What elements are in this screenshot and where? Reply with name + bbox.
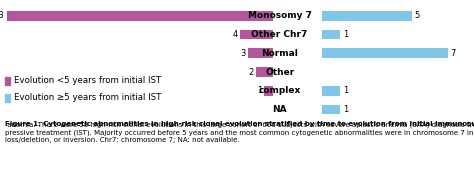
Bar — [322, 30, 340, 40]
Text: 1: 1 — [257, 86, 262, 95]
Text: Evolution <5 years from initial IST: Evolution <5 years from initial IST — [14, 76, 161, 85]
Text: Monosomy 7: Monosomy 7 — [247, 11, 312, 20]
Text: Other: Other — [265, 68, 294, 76]
Bar — [322, 86, 340, 96]
Text: 1: 1 — [343, 30, 348, 39]
Text: 7: 7 — [451, 49, 456, 58]
Text: NA: NA — [273, 105, 287, 114]
Bar — [5, 94, 10, 102]
Text: 33: 33 — [0, 11, 4, 20]
Text: 4: 4 — [233, 30, 238, 39]
Text: Evolution ≥5 years from initial IST: Evolution ≥5 years from initial IST — [14, 93, 161, 102]
Bar — [5, 77, 10, 85]
Text: 1: 1 — [343, 86, 348, 95]
Bar — [264, 86, 273, 96]
Bar — [248, 48, 273, 58]
Text: 1: 1 — [343, 105, 348, 114]
Text: Normal: Normal — [261, 49, 298, 58]
Bar — [7, 11, 273, 21]
Bar — [256, 67, 273, 77]
Bar — [322, 105, 340, 114]
Bar — [322, 48, 448, 58]
Text: Figure 1. Cytogenetic abnormalities in high-risk clonal evolution stratified by : Figure 1. Cytogenetic abnormalities in h… — [5, 121, 474, 127]
Text: 3: 3 — [241, 49, 246, 58]
Text: complex: complex — [258, 86, 301, 95]
Text: anemia. There were 58 high-risk clonal evolutions in this large cohort of 666 su: anemia. There were 58 high-risk clonal e… — [5, 121, 474, 143]
Text: 5: 5 — [415, 11, 420, 20]
Text: 2: 2 — [249, 68, 254, 76]
Bar — [322, 11, 412, 21]
Bar — [240, 30, 273, 40]
Text: Other Chr7: Other Chr7 — [252, 30, 308, 39]
